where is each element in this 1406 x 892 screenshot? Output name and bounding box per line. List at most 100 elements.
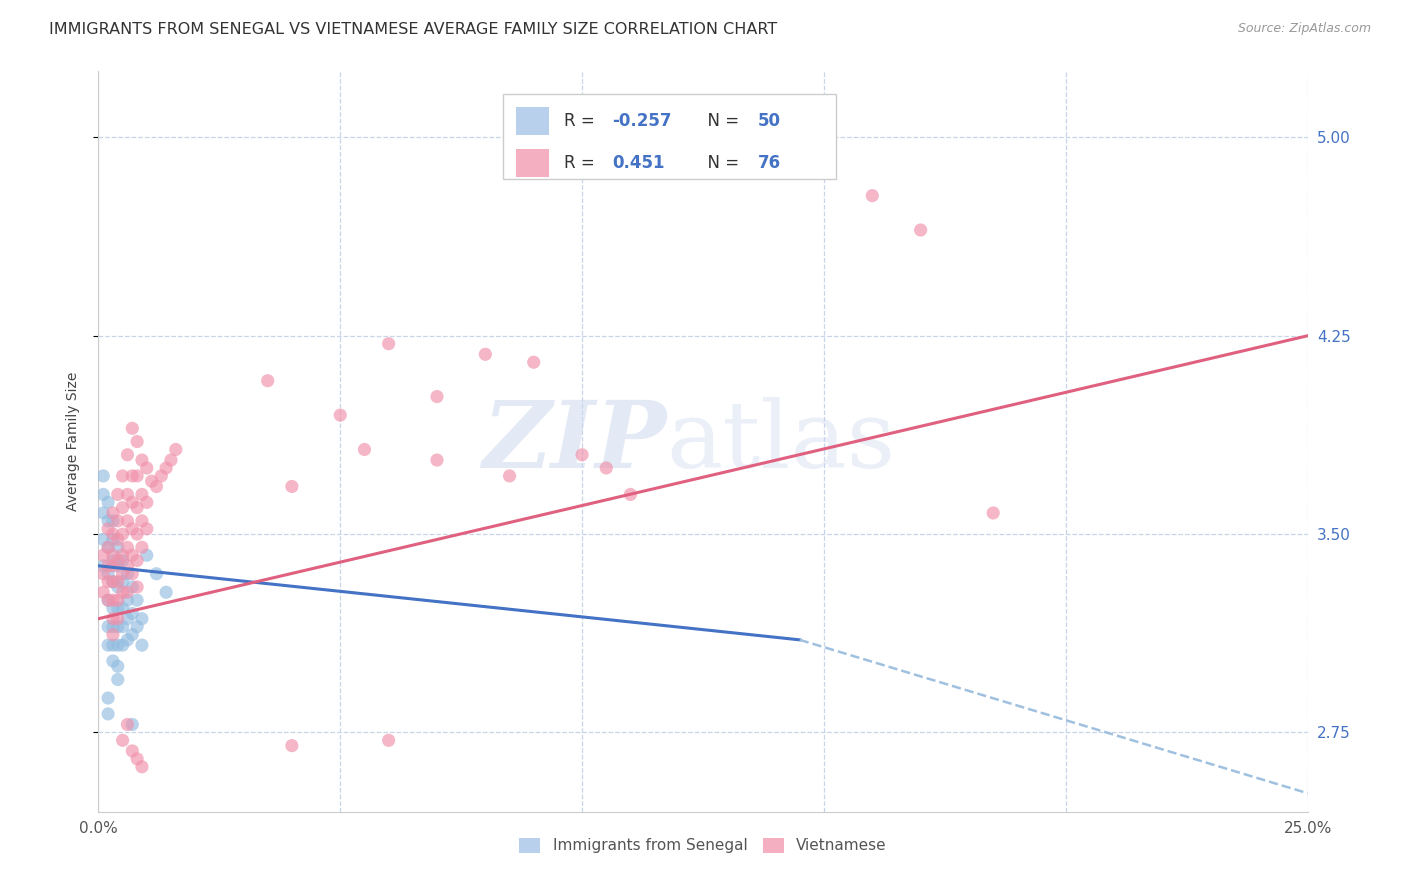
Point <box>117 558 139 573</box>
Point <box>111 620 134 634</box>
Point <box>523 355 546 369</box>
Point <box>377 336 399 351</box>
Point <box>131 541 153 555</box>
Point <box>131 760 153 774</box>
Point <box>910 223 932 237</box>
Y-axis label: Average Family Size: Average Family Size <box>66 372 80 511</box>
Bar <box>516 107 550 135</box>
Point <box>101 627 124 641</box>
Text: N =: N = <box>697 112 744 130</box>
Point <box>127 434 149 449</box>
Point <box>101 527 124 541</box>
Point <box>474 347 496 361</box>
Point <box>141 474 163 488</box>
Point <box>91 487 114 501</box>
Point <box>111 548 134 562</box>
Point <box>981 506 1004 520</box>
Point <box>131 638 153 652</box>
Text: 76: 76 <box>758 154 780 172</box>
Point <box>111 638 134 652</box>
Point <box>111 469 134 483</box>
Point <box>256 374 278 388</box>
Point <box>91 506 114 520</box>
Point <box>101 574 124 589</box>
Point <box>111 733 134 747</box>
Point <box>117 514 139 528</box>
Text: Source: ZipAtlas.com: Source: ZipAtlas.com <box>1237 22 1371 36</box>
Text: ZIP: ZIP <box>482 397 666 486</box>
Point <box>121 522 143 536</box>
Point <box>117 612 139 626</box>
Point <box>121 627 143 641</box>
Point <box>97 495 120 509</box>
Point <box>107 574 129 589</box>
Point <box>150 469 173 483</box>
Point <box>101 548 124 562</box>
Point <box>595 461 617 475</box>
Point <box>101 558 124 573</box>
Point <box>117 593 139 607</box>
Point <box>107 620 129 634</box>
Point <box>107 659 129 673</box>
Point <box>101 601 124 615</box>
Point <box>107 514 129 528</box>
Point <box>860 188 883 202</box>
Point <box>91 533 114 547</box>
Text: R =: R = <box>564 154 600 172</box>
Point <box>107 601 129 615</box>
Point <box>97 574 120 589</box>
Point <box>131 453 153 467</box>
Point <box>135 522 157 536</box>
Point <box>281 479 304 493</box>
Point <box>377 733 399 747</box>
Legend: Immigrants from Senegal, Vietnamese: Immigrants from Senegal, Vietnamese <box>513 832 893 860</box>
Point <box>97 706 120 721</box>
Point <box>101 620 124 634</box>
Point <box>107 487 129 501</box>
Bar <box>516 149 550 178</box>
Point <box>329 408 352 422</box>
Point <box>498 469 520 483</box>
Point <box>107 541 129 555</box>
Text: R =: R = <box>564 112 600 130</box>
Point <box>145 479 167 493</box>
Point <box>127 469 149 483</box>
Point <box>127 500 149 515</box>
Point <box>111 500 134 515</box>
Point <box>117 541 139 555</box>
Point <box>107 638 129 652</box>
Point <box>107 673 129 687</box>
Point <box>101 654 124 668</box>
Point <box>121 495 143 509</box>
Point <box>101 533 124 547</box>
Point <box>97 620 120 634</box>
Point <box>91 469 114 483</box>
Point <box>111 601 134 615</box>
Point <box>107 533 129 547</box>
Point <box>160 453 183 467</box>
Point <box>97 514 120 528</box>
Point <box>101 506 124 520</box>
Point <box>121 744 143 758</box>
Point <box>571 448 593 462</box>
Point <box>135 461 157 475</box>
Point <box>117 566 139 581</box>
Point <box>107 580 129 594</box>
Point <box>117 717 139 731</box>
Point <box>107 553 129 567</box>
Point <box>97 541 120 555</box>
Point <box>97 558 120 573</box>
Point <box>91 558 114 573</box>
Point <box>135 495 157 509</box>
Text: atlas: atlas <box>666 397 896 486</box>
Point <box>117 585 139 599</box>
Point <box>97 691 120 706</box>
Text: IMMIGRANTS FROM SENEGAL VS VIETNAMESE AVERAGE FAMILY SIZE CORRELATION CHART: IMMIGRANTS FROM SENEGAL VS VIETNAMESE AV… <box>49 22 778 37</box>
Point <box>426 390 449 404</box>
Point <box>353 442 375 457</box>
Point <box>111 585 134 599</box>
Point <box>127 527 149 541</box>
Point <box>111 566 134 581</box>
Text: 0.451: 0.451 <box>613 154 665 172</box>
Point <box>131 487 153 501</box>
